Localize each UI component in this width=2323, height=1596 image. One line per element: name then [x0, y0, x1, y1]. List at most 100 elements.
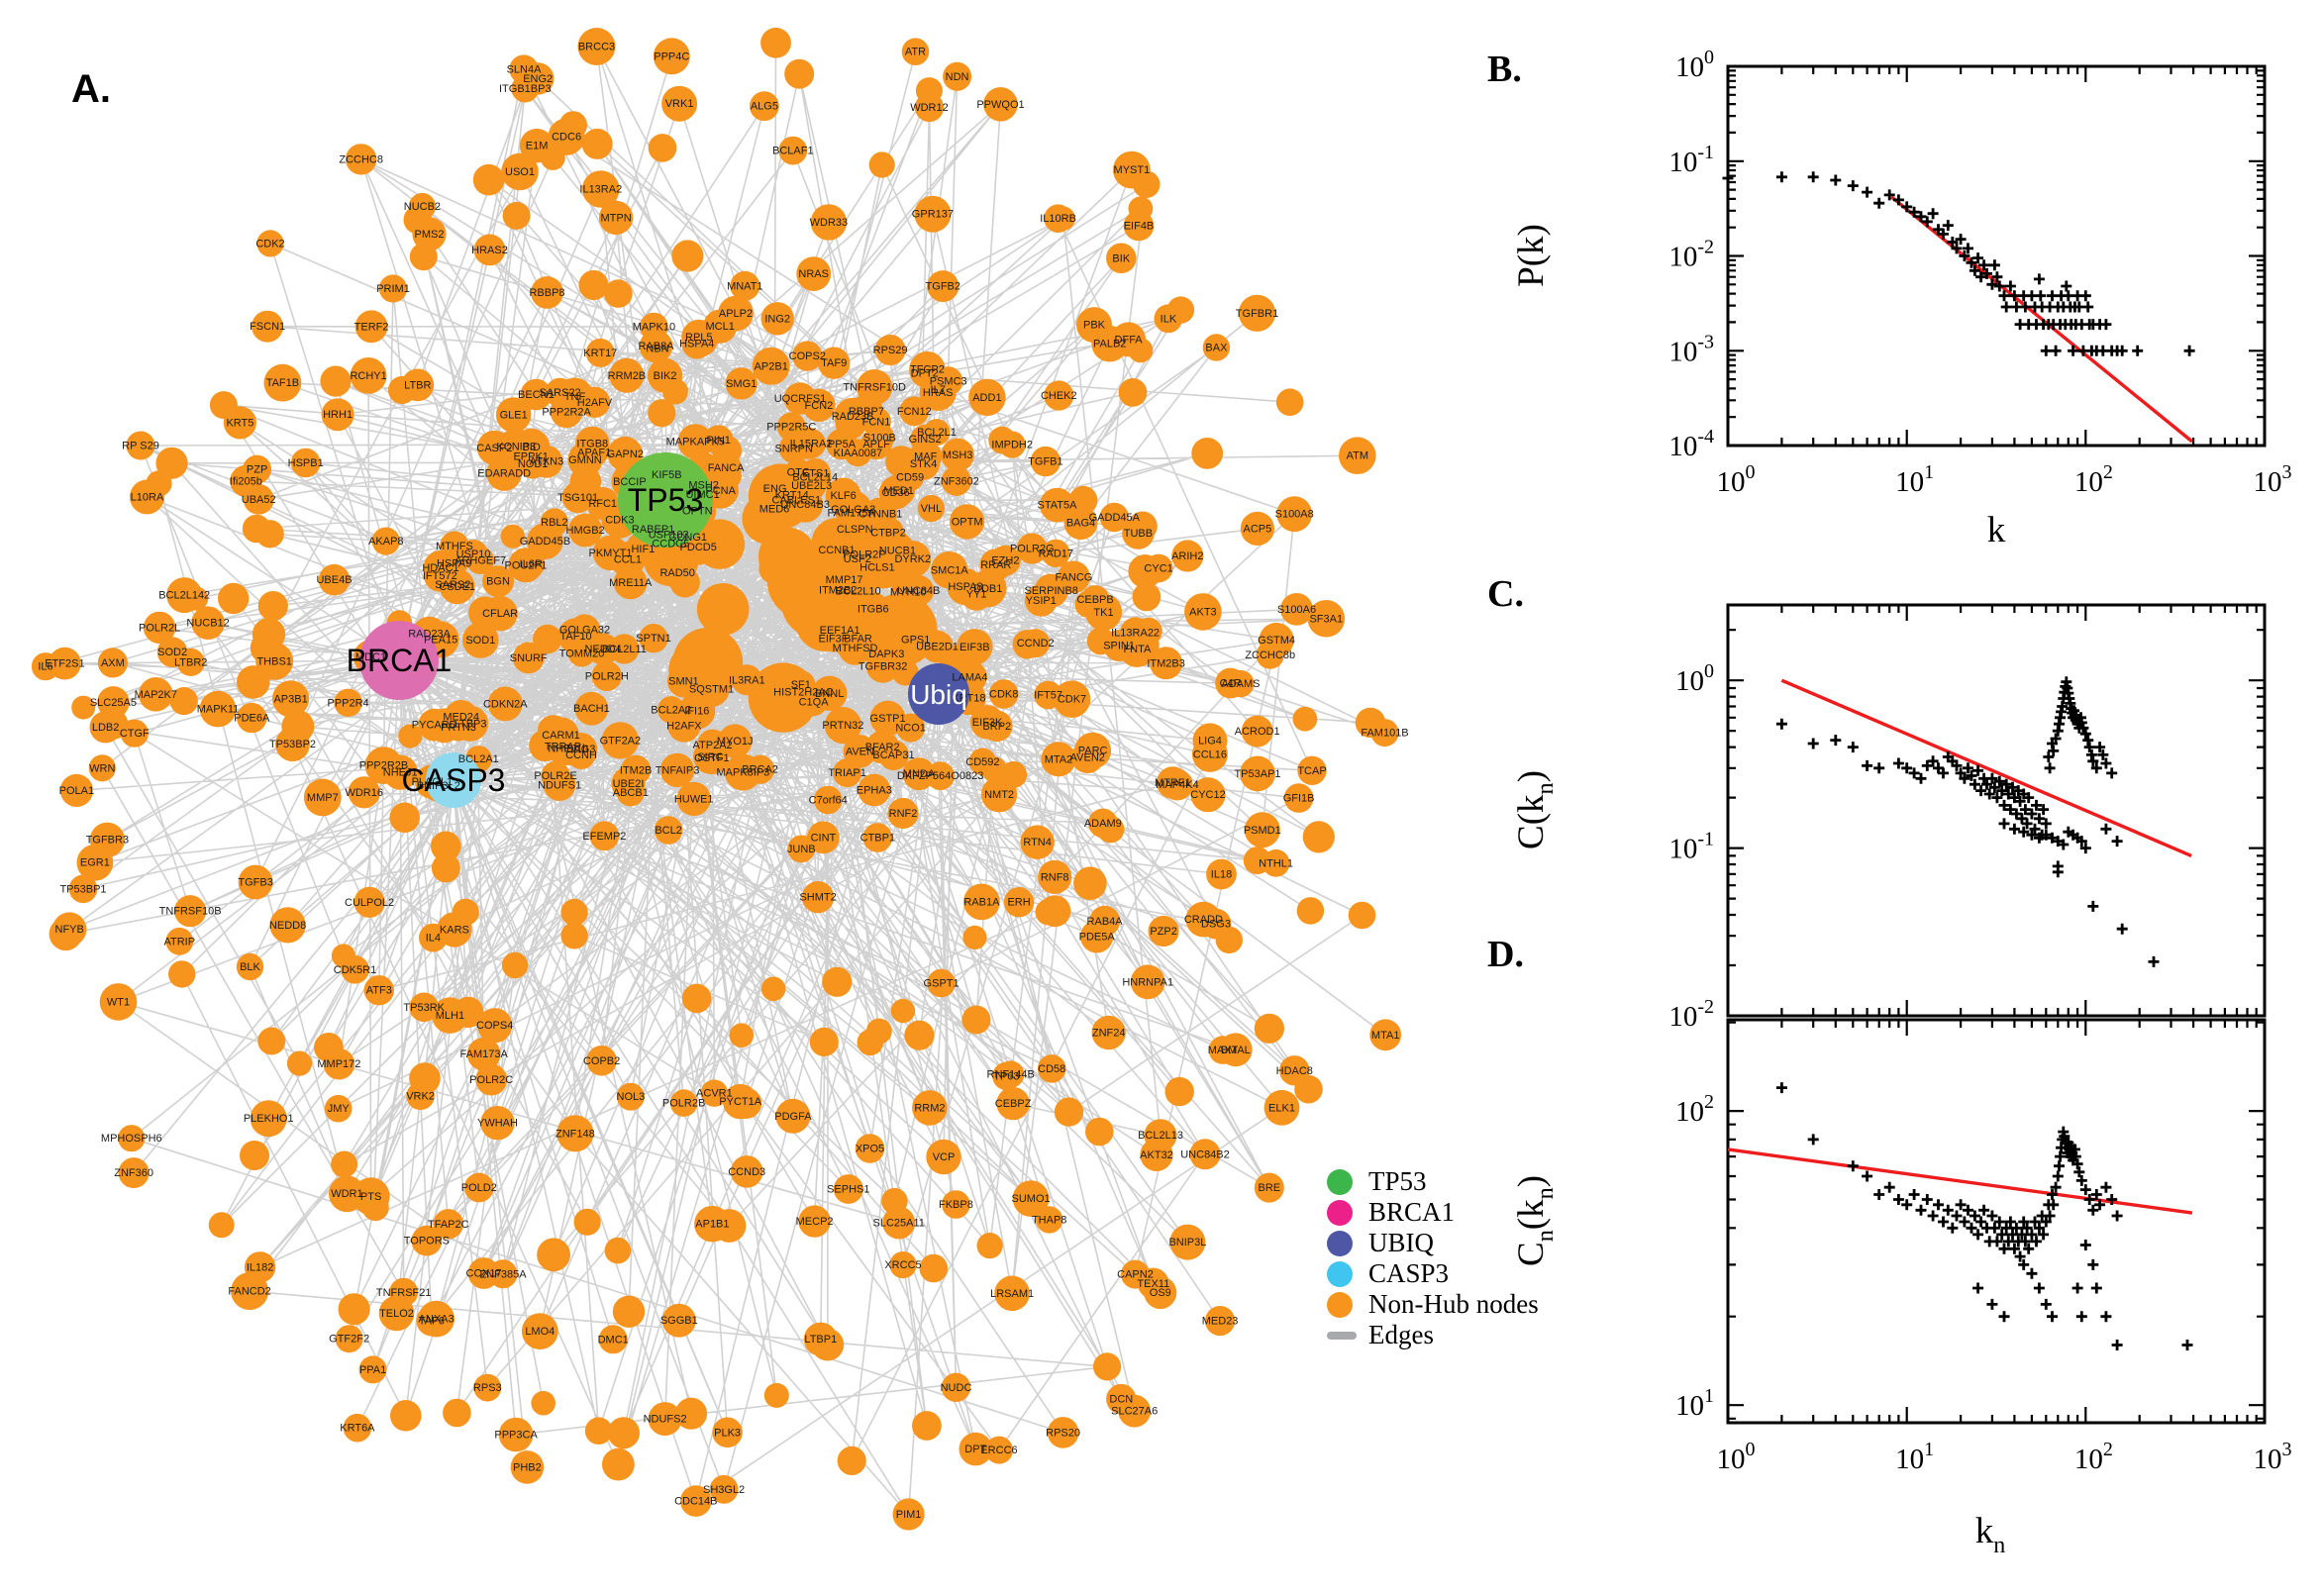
gene-label: MED24	[443, 712, 479, 724]
y-axis-title: P(k)	[1511, 224, 1552, 287]
gene-label: LTBR	[404, 379, 431, 391]
gene-label: PARC	[1078, 746, 1108, 757]
gene-label: EDARADD	[477, 468, 531, 480]
gene-label: RAB4A	[1087, 916, 1124, 928]
gene-label: CCND2	[1017, 638, 1055, 649]
gene-label: COPB2	[583, 1055, 620, 1067]
gene-node	[586, 487, 620, 520]
gene-label: TCAP	[1297, 765, 1326, 777]
gene-node	[184, 586, 209, 611]
gene-label: SERPINB8	[1024, 585, 1077, 597]
gene-node	[575, 426, 610, 461]
gene-label: SQSTM1	[689, 683, 734, 695]
gene-label: STAT5A	[1038, 500, 1078, 512]
gene-label: BRP2	[982, 721, 1011, 733]
gene-label: TGFBR3	[86, 835, 129, 847]
gene-node	[1035, 898, 1062, 926]
gene-node	[1044, 380, 1074, 411]
x-tick-label: 101	[1895, 461, 1934, 498]
gene-node	[1034, 680, 1062, 710]
gene-node	[598, 200, 634, 236]
gene-label: RAB8A	[638, 341, 674, 352]
gene-node	[957, 629, 993, 665]
gene-label: PPP3CA	[494, 1430, 538, 1442]
gene-label: ITGB8	[576, 439, 608, 450]
gene-label: POLR2F	[843, 549, 885, 561]
gene-node	[1369, 1019, 1402, 1051]
gene-node	[778, 136, 808, 165]
gene-node	[1040, 487, 1074, 523]
gene-node	[835, 408, 866, 440]
gene-label: APAF1	[577, 448, 611, 459]
gene-node	[335, 1325, 363, 1353]
gene-label: H2AFX	[666, 720, 702, 732]
gene-node	[760, 976, 786, 1002]
legend-item: Edges	[1327, 1320, 1539, 1350]
gene-node	[784, 458, 812, 486]
gene-label: PPP2R5C	[766, 422, 816, 434]
gene-node	[696, 583, 750, 636]
gene-label: APLP2	[719, 308, 753, 320]
gene-label: RAD17	[1039, 548, 1073, 559]
gene-node	[558, 111, 588, 140]
gene-label: POLR2C	[469, 1074, 513, 1086]
hub-node-ubiq	[908, 663, 969, 725]
gene-node	[531, 1390, 556, 1416]
gene-node	[191, 606, 225, 640]
gene-node	[865, 730, 899, 764]
gene-label: BCLAF1	[772, 146, 814, 157]
gene-node	[256, 230, 284, 257]
gene-node	[467, 1257, 500, 1289]
gene-node	[49, 647, 81, 680]
gene-node	[712, 1417, 743, 1448]
gene-node	[433, 1209, 463, 1240]
gene-label: TUBB	[1124, 528, 1153, 540]
plot-frame	[1726, 603, 2267, 1018]
gene-label: PIN1	[706, 435, 730, 447]
gene-label: OPTN	[682, 506, 713, 518]
legend-label: Edges	[1368, 1320, 1434, 1349]
gene-node	[979, 549, 1013, 581]
gene-label: HCLS1	[859, 562, 894, 574]
gene-node	[659, 752, 695, 788]
gene-node	[1030, 446, 1061, 477]
gene-label: GPS1	[901, 635, 930, 647]
gene-label: TSG101	[557, 492, 598, 504]
gene-node	[1012, 630, 1042, 659]
gene-label: KARS	[440, 924, 469, 936]
gene-node	[578, 386, 611, 418]
gene-label: BAG4	[1066, 518, 1095, 530]
gene-label: WDR1	[331, 1188, 362, 1200]
gene-node	[290, 448, 321, 478]
gene-label: CDC6	[552, 132, 581, 144]
gene-label: CDK5R1	[334, 964, 376, 976]
gene-label: MAF	[914, 451, 938, 463]
gene-node	[976, 1233, 1003, 1259]
gene-label: NDN	[946, 71, 969, 83]
gene-node	[377, 752, 407, 782]
gene-label: MTHFSD	[833, 643, 878, 654]
gene-node	[607, 1417, 641, 1449]
gene-node	[752, 347, 790, 385]
gene-label: CULPOL2	[345, 897, 394, 909]
gene-label: PZP	[247, 464, 267, 476]
gene-label: BIK	[1112, 252, 1130, 264]
gene-label: ALG5	[751, 101, 778, 113]
gene-node	[730, 1155, 763, 1188]
gene-node	[475, 1063, 508, 1096]
gene-label: GFI1B	[1283, 793, 1315, 805]
gene-label: ANXA3	[419, 1314, 454, 1326]
gene-label: MCL1	[706, 321, 735, 333]
gene-node	[822, 613, 858, 648]
gene-node	[864, 423, 895, 452]
gene-node	[1302, 821, 1335, 853]
gene-node	[59, 773, 93, 808]
gene-label: TAF10	[559, 631, 591, 643]
gene-label: DFFA	[1115, 334, 1144, 346]
gene-node	[1093, 1352, 1122, 1381]
gene-label: UIMC1	[685, 489, 719, 501]
gene-node	[760, 27, 791, 58]
gene-node	[927, 270, 960, 303]
gene-node	[97, 686, 130, 719]
gene-node	[89, 822, 125, 857]
